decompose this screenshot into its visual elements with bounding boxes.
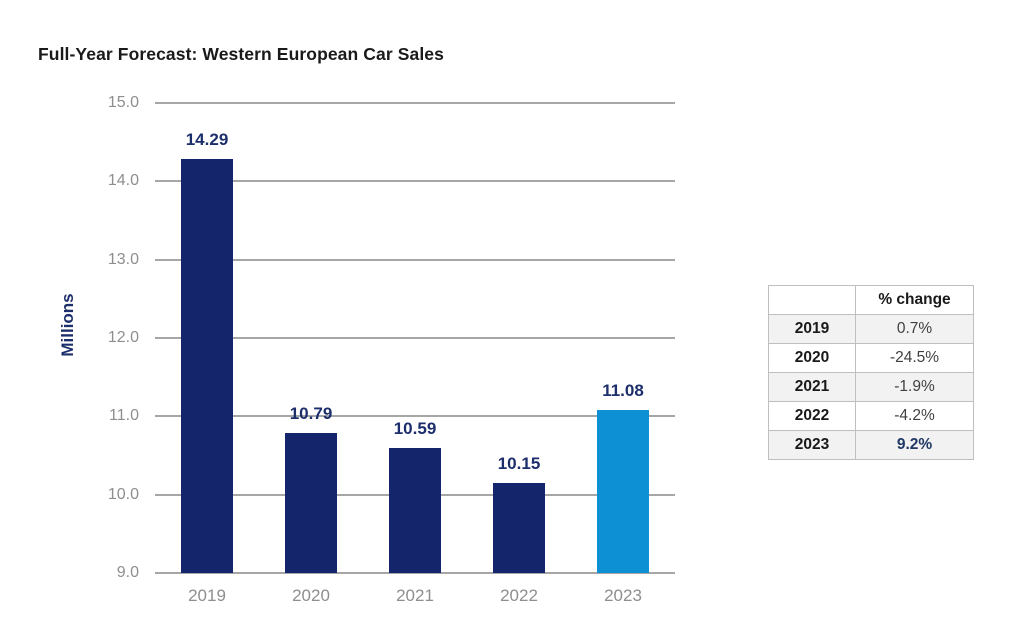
bar-value-label: 10.15: [497, 453, 541, 473]
table-row-2020: 2020 -24.5%: [768, 343, 974, 373]
bar-value-label: 10.59: [393, 419, 437, 439]
year-cell: 2021: [768, 372, 856, 402]
year-cell: 2020: [768, 343, 856, 373]
table-row-2019: 2019 0.7%: [768, 314, 974, 344]
bar-2021: [389, 448, 441, 573]
y-tick-label: 15.0: [107, 94, 139, 111]
table-row-2021: 2021 -1.9%: [768, 372, 974, 402]
y-tick-label: 13.0: [107, 250, 139, 268]
change-cell: -1.9%: [855, 372, 974, 402]
y-axis-ticks: 15.0 14.0 13.0 12.0 11.0 10.0 9.0: [0, 94, 147, 581]
y-tick-label: 12.0: [107, 329, 139, 346]
change-cell-highlight: 9.2%: [855, 430, 974, 460]
x-tick-label: 2021: [396, 586, 434, 605]
gridline: [155, 180, 675, 183]
y-tick-label: 11.0: [109, 407, 139, 425]
gridline: [155, 102, 675, 104]
year-cell: 2023: [768, 430, 856, 460]
bar-value-label: 11.08: [602, 381, 644, 401]
bar-2019: [181, 158, 233, 573]
gridline: [155, 337, 675, 339]
x-tick-label: 2019: [188, 586, 226, 605]
table-row-2023: 2023 9.2%: [768, 430, 974, 460]
gridline: [155, 415, 675, 418]
x-axis-labels: 2019 2020 2021 2022 2023: [155, 586, 675, 610]
y-tick-label: 14.0: [107, 172, 139, 190]
bar-value-label: 14.29: [185, 129, 229, 149]
y-tick-label: 9.0: [116, 564, 139, 581]
change-cell: 0.7%: [855, 314, 974, 344]
gridline: [155, 572, 675, 574]
table-corner-cell: [768, 285, 856, 315]
gridline: [155, 258, 675, 261]
x-tick-label: 2023: [604, 586, 642, 605]
change-cell: -24.5%: [855, 343, 974, 373]
year-cell: 2019: [768, 314, 856, 344]
table-header-change: % change: [855, 285, 974, 315]
year-cell: 2022: [768, 401, 856, 431]
change-cell: -4.2%: [855, 401, 974, 431]
percent-change-table: % change 2019 0.7% 2020 -24.5% 2021 -1.9…: [768, 285, 974, 460]
table-row-2022: 2022 -4.2%: [768, 401, 974, 431]
bar-2020: [285, 432, 337, 573]
chart-title: Full-Year Forecast: Western European Car…: [38, 44, 444, 64]
y-tick-label: 10.0: [107, 485, 139, 503]
table-header-row: % change: [768, 285, 974, 315]
x-tick-label: 2020: [292, 586, 330, 605]
x-tick-label: 2022: [500, 586, 538, 605]
plot-area: 14.29 10.79 10.59 10.15 11.08: [155, 102, 675, 574]
bar-value-label: 10.79: [289, 403, 333, 423]
bar-2023: [597, 410, 649, 573]
bar-2022: [493, 482, 545, 573]
